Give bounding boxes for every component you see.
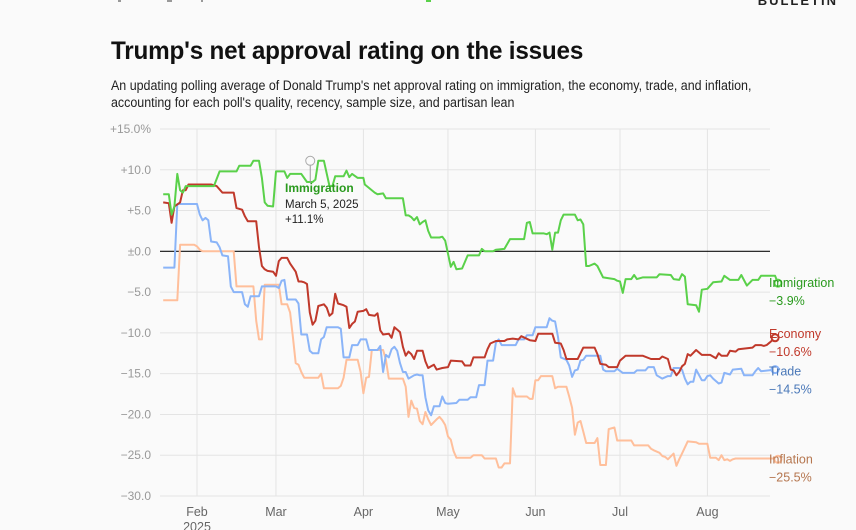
end-label-value-trade: −14.5% [769,383,812,397]
series-line-inflation [163,243,779,469]
series-lines [163,159,783,469]
x-tick-label: Apr [354,505,373,519]
cut-off-site-header: BULLETIN [0,0,856,8]
y-tick-label: +5.0 [127,204,151,218]
series-end-marker-inflation [773,454,783,464]
nav-fragment [201,0,203,2]
end-label-name-immigration: Immigration [769,276,834,290]
y-tick-label: −20.0 [121,407,152,421]
x-tick-label: Feb [186,505,208,519]
tooltip-series: Immigration [285,181,354,195]
series-line-trade [163,203,776,417]
y-tick-label: −25.0 [121,448,152,462]
y-tick-label: +10.0 [121,163,152,177]
end-label-value-economy: −10.6% [769,345,812,359]
x-tick-label: Mar [265,505,287,519]
nav-fragment [118,0,121,2]
y-axis: +15.0% +10.0 +5.0 ±0.0 −5.0 −10.0 −15.0 −20.0 −2… [110,122,151,503]
series-end-marker-economy [770,333,780,343]
hover-tooltip: Immigration March 5, 2025 +11.1% [285,155,359,226]
series-line-immigration [163,159,779,313]
y-tick-label: −5.0 [127,285,151,299]
nav-fragment [167,0,172,2]
end-label-value-immigration: −3.9% [769,294,805,308]
grid [160,128,770,497]
end-label-value-inflation: −25.5% [769,470,812,484]
tooltip-value: +11.1% [285,214,323,226]
x-tick-label: Aug [696,505,718,519]
y-tick-label: +15.0% [110,122,151,136]
x-tick-label: May [436,505,460,519]
series-line-economy [163,183,776,377]
y-tick-label: −10.0 [121,326,152,340]
series-end-marker-trade [770,365,780,375]
y-tick-label: −30.0 [121,489,152,503]
end-label-name-economy: Economy [769,327,822,341]
x-tick-sublabel: 2025 [183,520,211,530]
series-end-marker-immigration [773,278,783,288]
y-tick-label: ±0.0 [128,244,152,258]
chart-title: Trump's net approval rating on the issue… [111,37,584,65]
chart-subtitle: An updating polling average of Donald Tr… [111,78,752,110]
site-logo[interactable]: BULLETIN [757,0,838,8]
y-tick-label: −15.0 [121,367,152,381]
tooltip-date: March 5, 2025 [285,199,359,211]
nav-fragment [426,0,431,2]
x-tick-label: Jul [612,505,628,519]
x-tick-label: Jun [525,505,545,519]
end-label-name-trade: Trade [769,365,801,379]
tooltip-marker [305,155,316,166]
series-end-labels: Inflation −25.5% Trade −14.5% Economy −10.6% I… [769,276,834,484]
end-label-name-inflation: Inflation [769,452,813,466]
